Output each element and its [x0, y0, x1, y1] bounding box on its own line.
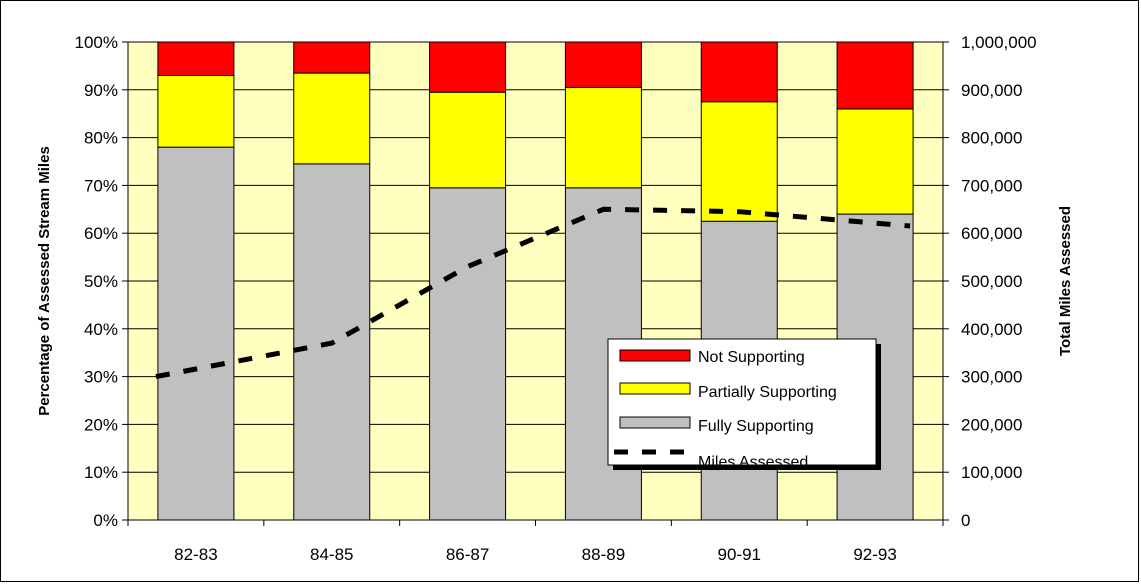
y2-tick-label: 1,000,000: [961, 33, 1037, 52]
y-tick-label: 100%: [75, 33, 118, 52]
y-tick-label: 0%: [93, 511, 118, 530]
y-tick-label: 50%: [84, 272, 118, 291]
y2-tick-label: 400,000: [961, 320, 1022, 339]
x-tick-label: 86-87: [446, 545, 489, 564]
legend-label-not-supporting: Not Supporting: [698, 349, 805, 366]
bar-not-supporting-88-89: [564, 41, 642, 88]
legend: Not Supporting Partially Supporting Full…: [607, 338, 881, 471]
y-tick-label: 40%: [84, 320, 118, 339]
y2-tick-label: 0: [961, 511, 970, 530]
x-tick-label: 92-93: [853, 545, 896, 564]
legend-swatch-fully-supporting: [619, 416, 691, 429]
y-tick-label: 70%: [84, 176, 118, 195]
y-tick-label: 80%: [84, 129, 118, 148]
y-tick-label: 60%: [84, 224, 118, 243]
y-tick-label: 20%: [84, 415, 118, 434]
legend-label-partially-supporting: Partially Supporting: [698, 384, 837, 401]
bar-partially-supporting-92-93: [836, 108, 914, 215]
bar-partially-supporting-86-87: [429, 91, 507, 189]
bar-not-supporting-84-85: [293, 41, 371, 74]
miles-assessed-line: [155, 206, 911, 380]
bar-partially-supporting-88-89: [564, 86, 642, 189]
y-axis-title: Percentage of Assessed Stream Miles: [36, 146, 53, 416]
y2-tick-label: 300,000: [961, 368, 1022, 387]
y-tick-label: 10%: [84, 463, 118, 482]
bar-fully-supporting-82-83: [157, 146, 235, 521]
y2-tick-label: 100,000: [961, 463, 1022, 482]
left-axis-ticks: 0% 10% 20% 30% 40% 50% 60% 70% 80% 90% 100%: [75, 33, 128, 530]
y2-tick-label: 500,000: [961, 272, 1022, 291]
bar-not-supporting-90-91: [700, 41, 778, 103]
y2-tick-label: 200,000: [961, 415, 1022, 434]
bar-not-supporting-92-93: [836, 41, 914, 110]
x-tick-label: 88-89: [582, 545, 625, 564]
legend-swatch-partially-supporting: [619, 382, 691, 395]
bar-partially-supporting-90-91: [700, 101, 778, 222]
x-tick-label: 84-85: [310, 545, 353, 564]
y2-tick-label: 900,000: [961, 81, 1022, 100]
y-tick-label: 90%: [84, 81, 118, 100]
y2-tick-label: 600,000: [961, 224, 1022, 243]
x-tick-label: 90-91: [718, 545, 761, 564]
legend-label-fully-supporting: Fully Supporting: [698, 418, 814, 435]
bar-partially-supporting-84-85: [293, 72, 371, 165]
bar-not-supporting-82-83: [157, 41, 235, 76]
bar-partially-supporting-82-83: [157, 74, 235, 148]
y2-axis-title: Total Miles Assessed: [1057, 206, 1074, 356]
legend-swatch-not-supporting: [619, 349, 691, 362]
x-tick-label: 82-83: [174, 545, 217, 564]
x-axis-ticks: 82-83 84-85 86-87 88-89 90-91 92-93: [127, 520, 944, 564]
bar-fully-supporting-86-87: [429, 187, 507, 521]
bar-not-supporting-86-87: [429, 41, 507, 93]
y2-tick-label: 700,000: [961, 176, 1022, 195]
y2-tick-label: 800,000: [961, 129, 1022, 148]
y-tick-label: 30%: [84, 368, 118, 387]
legend-label-miles-assessed: Miles Assessed: [698, 454, 808, 471]
right-axis-ticks: 0 100,000 200,000 300,000 400,000 500,000 600,…: [943, 33, 1037, 530]
